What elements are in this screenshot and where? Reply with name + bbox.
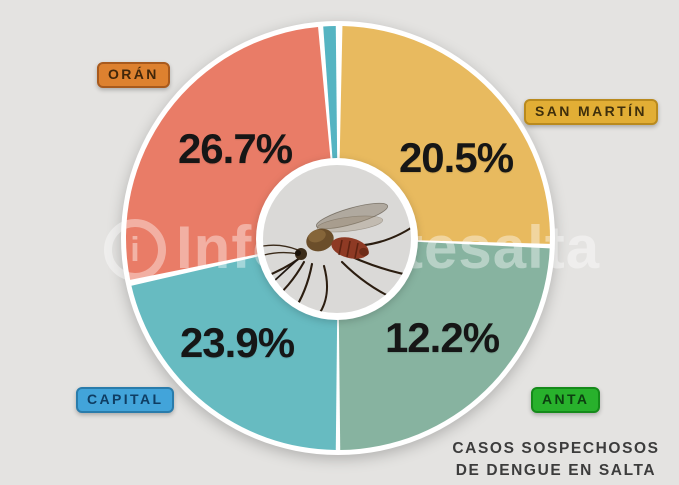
chart-title: CASOS SOSPECHOSOS DE DENGUE EN SALTA bbox=[438, 438, 674, 481]
percent-label-capital: 23.9% bbox=[179, 319, 295, 366]
region-badge-anta: ANTA bbox=[531, 387, 601, 413]
percent-label-anta: 12.2% bbox=[384, 314, 500, 361]
region-badge-oran: ORÁN bbox=[97, 62, 170, 88]
region-badge-capital: CAPITAL bbox=[76, 387, 175, 413]
mosquito-icon bbox=[263, 202, 411, 313]
percent-label-oran: 26.7% bbox=[177, 125, 293, 172]
percent-label-san-martin: 20.5% bbox=[398, 134, 514, 181]
region-badge-san-martin: SAN MARTÍN bbox=[524, 99, 658, 125]
chart-title-line2: DE DENGUE EN SALTA bbox=[455, 461, 657, 479]
chart-title-line1: CASOS SOSPECHOSOS bbox=[452, 440, 660, 457]
